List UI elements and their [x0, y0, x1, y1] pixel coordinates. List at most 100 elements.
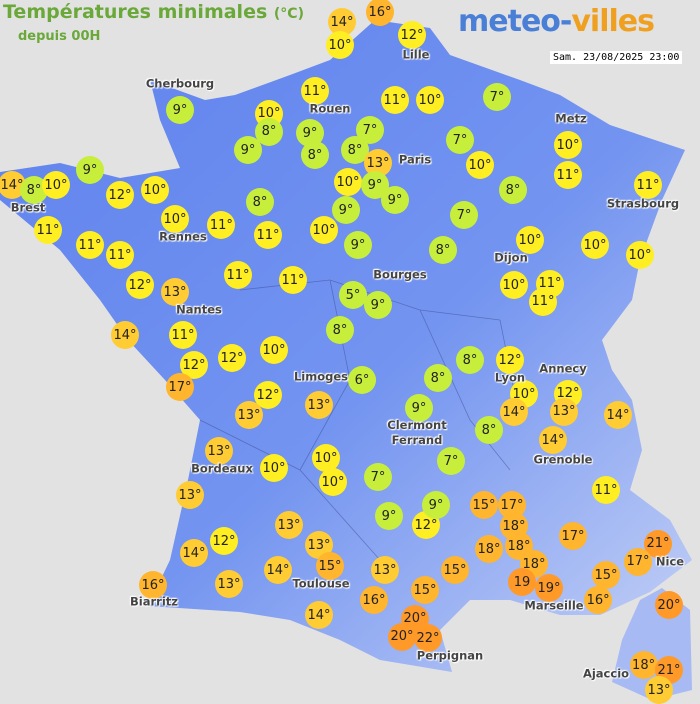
- temperature-marker[interactable]: 14°: [305, 601, 333, 629]
- temperature-marker[interactable]: 10°: [141, 176, 169, 204]
- temperature-marker[interactable]: 19: [508, 568, 536, 596]
- temperature-marker[interactable]: 8°: [475, 416, 503, 444]
- temperature-marker[interactable]: 10°: [466, 151, 494, 179]
- temperature-marker[interactable]: 10°: [626, 241, 654, 269]
- temperature-marker[interactable]: 9°: [405, 394, 433, 422]
- temperature-marker[interactable]: 12°: [106, 181, 134, 209]
- temperature-marker[interactable]: 10°: [41, 171, 70, 199]
- temperature-marker[interactable]: 13°: [275, 511, 303, 539]
- temperature-marker[interactable]: 16°: [360, 586, 388, 614]
- temperature-marker[interactable]: 11°: [634, 171, 662, 199]
- temperature-marker[interactable]: 10°: [516, 226, 544, 254]
- temperature-marker[interactable]: 8°: [341, 136, 369, 164]
- temperature-marker[interactable]: 10°: [554, 131, 582, 159]
- temperature-marker[interactable]: 10°: [260, 454, 288, 482]
- temperature-marker[interactable]: 14°: [111, 321, 139, 349]
- temperature-marker[interactable]: 11°: [254, 221, 282, 249]
- temperature-marker[interactable]: 8°: [255, 117, 283, 146]
- temperature-marker[interactable]: 16°: [584, 586, 613, 614]
- temperature-marker[interactable]: 14°: [180, 539, 208, 567]
- temperature-marker[interactable]: 15°: [411, 576, 439, 604]
- temperature-marker[interactable]: 7°: [364, 463, 392, 491]
- temperature-marker[interactable]: 15°: [592, 561, 620, 589]
- temperature-marker[interactable]: 9°: [344, 231, 372, 259]
- temperature-marker[interactable]: 12°: [496, 346, 524, 374]
- temperature-marker[interactable]: 14°: [264, 556, 292, 584]
- temperature-marker[interactable]: 8°: [326, 316, 354, 344]
- temperature-marker[interactable]: 12°: [210, 527, 238, 555]
- temperature-marker[interactable]: 8°: [499, 176, 527, 204]
- temperature-marker[interactable]: 13°: [550, 397, 578, 426]
- temperature-marker[interactable]: 22°: [414, 624, 443, 652]
- temperature-marker[interactable]: 20°: [655, 591, 683, 619]
- temperature-marker[interactable]: 11°: [106, 241, 134, 269]
- temperature-marker[interactable]: 12°: [218, 344, 246, 372]
- temperature-marker[interactable]: 8°: [301, 141, 329, 169]
- temperature-marker[interactable]: 13°: [235, 401, 263, 429]
- temperature-marker[interactable]: 10°: [500, 271, 528, 299]
- temperature-marker[interactable]: 11°: [301, 77, 329, 105]
- temperature-marker[interactable]: 13°: [645, 676, 673, 704]
- temperature-marker[interactable]: 17°: [624, 547, 652, 576]
- temperature-marker[interactable]: 9°: [76, 156, 104, 184]
- temperature-marker[interactable]: 11°: [34, 216, 62, 244]
- temperature-marker[interactable]: 10°: [319, 468, 347, 496]
- temperature-marker[interactable]: 5°: [339, 281, 367, 309]
- temperature-marker[interactable]: 15°: [316, 552, 344, 580]
- temperature-marker[interactable]: 10°: [161, 205, 189, 233]
- temperature-marker[interactable]: 11°: [592, 476, 620, 504]
- temperature-marker[interactable]: 15°: [470, 491, 498, 519]
- temperature-marker[interactable]: 11°: [529, 287, 557, 316]
- temperature-marker[interactable]: 9°: [381, 186, 409, 214]
- temperature-marker[interactable]: 8°: [246, 188, 274, 216]
- meteo-villes-logo[interactable]: meteo-villes: [458, 4, 655, 39]
- temperature-marker[interactable]: 7°: [446, 126, 474, 154]
- temperature-marker[interactable]: 16°: [366, 0, 394, 26]
- temperature-marker[interactable]: 13°: [176, 481, 204, 509]
- temperature-marker[interactable]: 10°: [260, 336, 288, 364]
- temperature-marker[interactable]: 12°: [126, 271, 154, 299]
- temperature-marker[interactable]: 7°: [450, 201, 478, 229]
- temperature-marker[interactable]: 17°: [166, 373, 194, 401]
- temperature-marker[interactable]: 13°: [305, 391, 333, 419]
- temperature-marker[interactable]: 10°: [312, 444, 340, 472]
- temperature-marker[interactable]: 8°: [429, 236, 457, 264]
- temperature-marker[interactable]: 16°: [139, 571, 167, 599]
- temperature-marker[interactable]: 9°: [364, 291, 392, 319]
- temperature-marker[interactable]: 13°: [161, 278, 189, 306]
- temperature-marker[interactable]: 11°: [279, 266, 307, 294]
- temperature-marker[interactable]: 12°: [180, 351, 208, 379]
- temperature-marker[interactable]: 14°: [604, 401, 632, 429]
- temperature-marker[interactable]: 18°: [629, 651, 658, 679]
- temperature-marker[interactable]: 10°: [334, 168, 362, 196]
- temperature-marker[interactable]: 9°: [166, 96, 194, 124]
- temperature-marker[interactable]: 19°: [535, 574, 563, 602]
- temperature-marker[interactable]: 11°: [76, 231, 104, 259]
- temperature-marker[interactable]: 9°: [332, 196, 360, 224]
- temperature-marker[interactable]: 10°: [581, 231, 609, 259]
- temperature-marker[interactable]: 8°: [424, 364, 452, 392]
- temperature-marker[interactable]: 9°: [234, 136, 262, 164]
- temperature-marker[interactable]: 18°: [475, 535, 503, 563]
- temperature-marker[interactable]: 7°: [483, 83, 511, 111]
- temperature-marker[interactable]: 14°: [539, 426, 567, 454]
- temperature-marker[interactable]: 11°: [207, 211, 236, 239]
- temperature-marker[interactable]: 13°: [371, 556, 399, 584]
- temperature-marker[interactable]: 15°: [441, 556, 469, 584]
- temperature-marker[interactable]: 8°: [456, 346, 484, 374]
- temperature-marker[interactable]: 14°: [500, 398, 528, 426]
- temperature-marker[interactable]: 11°: [224, 261, 252, 289]
- temperature-marker[interactable]: 6°: [348, 366, 376, 394]
- temperature-marker[interactable]: 12°: [398, 21, 426, 49]
- temperature-marker[interactable]: 10°: [310, 216, 338, 244]
- temperature-marker[interactable]: 21°: [644, 529, 672, 558]
- temperature-marker[interactable]: 7°: [437, 447, 465, 475]
- temperature-marker[interactable]: 17°: [559, 522, 587, 550]
- temperature-marker[interactable]: 11°: [554, 161, 582, 189]
- temperature-marker[interactable]: 13°: [215, 570, 243, 598]
- temperature-marker[interactable]: 11°: [381, 86, 409, 114]
- temperature-marker[interactable]: 9°: [422, 491, 450, 519]
- temperature-marker[interactable]: 20°: [387, 622, 416, 651]
- temperature-marker[interactable]: 9°: [375, 502, 403, 530]
- temperature-marker[interactable]: 9°: [361, 171, 389, 199]
